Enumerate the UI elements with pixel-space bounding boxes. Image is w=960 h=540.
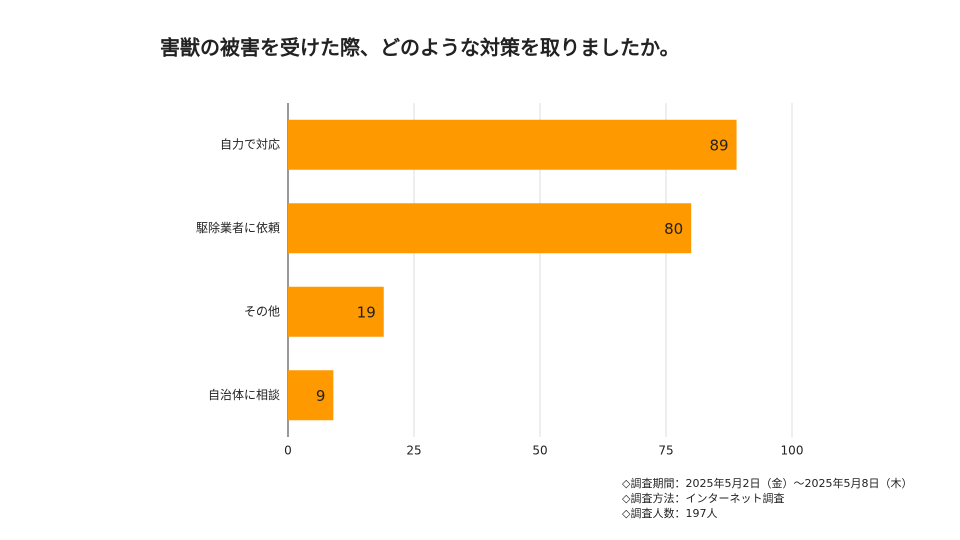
x-tick-label: 100 [781, 444, 804, 458]
note: ◇調査期間：2025年5月2日（金）～2025年5月8日（木） [622, 476, 912, 490]
value-label: 89 [709, 136, 728, 154]
x-tick-label: 25 [406, 444, 421, 458]
value-label: 9 [316, 387, 326, 405]
x-tick-label: 75 [658, 444, 673, 458]
x-tick-label: 50 [532, 444, 547, 458]
y-tick-label: その他 [244, 304, 280, 318]
value-label: 19 [357, 303, 376, 321]
y-tick-label: 自力で対応 [220, 137, 280, 151]
note: ◇調査人数：197人 [622, 506, 717, 520]
note: ◇調査方法：インターネット調査 [622, 491, 784, 505]
y-tick-label: 自治体に相談 [208, 387, 280, 402]
y-tick-label: 駆除業者に依頼 [196, 220, 280, 235]
value-label: 80 [664, 220, 683, 238]
bar [288, 119, 737, 170]
x-tick-label: 0 [284, 444, 292, 458]
bar [288, 286, 384, 337]
bar [288, 203, 692, 254]
chart-title: 害獣の被害を受けた際、どのような対策を取りましたか。 [160, 36, 680, 60]
bar [288, 370, 334, 421]
